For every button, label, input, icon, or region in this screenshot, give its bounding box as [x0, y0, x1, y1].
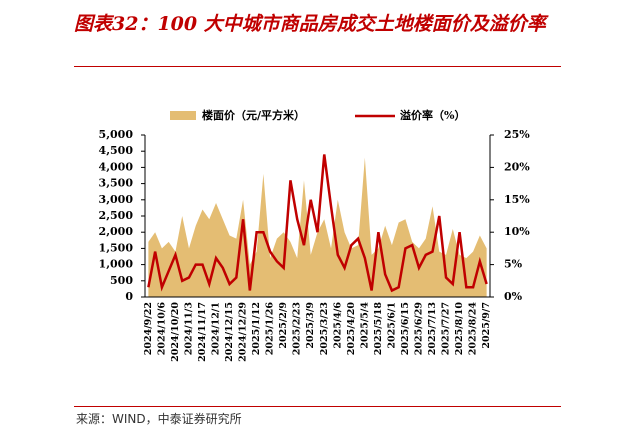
x-tick-label: 2025/2/9: [278, 302, 289, 349]
legend-swatch: [170, 111, 196, 120]
x-tick-label: 2025/8/24: [468, 302, 479, 356]
x-tick-label: 2025/3/9: [305, 302, 316, 349]
line: [147, 154, 488, 293]
legend-label: 楼面价（元/平方米）: [202, 108, 305, 122]
x-tick-label: 2024/9/22: [143, 302, 154, 355]
x-tick-label: 2025/7/13: [427, 302, 438, 355]
x-tick-label: 2025/8/10: [454, 302, 465, 356]
y2-tick-label: 5%: [504, 258, 523, 271]
x-tick-label: 2025/3/23: [319, 302, 330, 355]
x-tick-label: 2025/9/7: [481, 302, 492, 349]
x-tick-label: 2025/5/4: [359, 302, 370, 349]
x-tick-label: 2024/11/17: [197, 302, 208, 362]
y-tick-label: 3,000: [99, 193, 134, 206]
y-tick-label: 3,500: [99, 177, 134, 190]
legend-label: 溢价率（%）: [400, 108, 465, 122]
x-tick-label: 2024/10/6: [156, 302, 167, 356]
y-tick-label: 5,000: [99, 128, 134, 141]
source: 来源：WIND，中泰证券研究所: [76, 412, 242, 426]
x-tick-label: 2025/6/29: [413, 302, 424, 356]
chart-title: 图表32：100 大中城市商品房成交土地楼面价及溢价率: [74, 13, 546, 35]
y-tick-label: 1,000: [99, 258, 134, 271]
x-tick-label: 2025/6/1: [386, 302, 397, 349]
x-tick-label: 2025/2/23: [292, 302, 303, 355]
y2-tick-label: 15%: [504, 193, 530, 206]
x-tick-label: 2025/4/20: [346, 302, 357, 356]
x-tick-label: 2024/11/3: [183, 302, 194, 355]
x-tick-label: 2025/5/18: [373, 302, 384, 356]
y2-tick-label: 0%: [504, 290, 523, 303]
y-tick-label: 4,500: [99, 144, 134, 157]
x-tick-label: 2025/1/26: [265, 302, 276, 356]
y2-tick-label: 25%: [504, 128, 530, 141]
rule: [74, 66, 561, 67]
x-tick-label: 2025/6/15: [400, 302, 411, 355]
y-tick-label: 2,000: [99, 225, 134, 238]
y-tick-label: 2,500: [99, 209, 134, 222]
x-tick-label: 2025/4/6: [332, 302, 343, 349]
x-tick-label: 2025/7/27: [441, 302, 452, 355]
y2-tick-label: 20%: [504, 160, 530, 173]
y-tick-label: 0: [125, 290, 133, 303]
y-tick-label: 500: [110, 274, 133, 287]
y2-tick-label: 10%: [504, 225, 530, 238]
y-tick-label: 4,000: [99, 160, 134, 173]
x-tick-label: 2024/12/29: [238, 302, 249, 362]
x-tick-label: 2024/12/15: [224, 302, 235, 362]
x-tick-label: 2024/10/20: [170, 302, 181, 362]
rule: [74, 406, 561, 407]
y-tick-label: 1,500: [99, 241, 134, 254]
x-tick-label: 2024/12/1: [211, 302, 222, 355]
x-tick-label: 2025/1/12: [251, 302, 262, 355]
